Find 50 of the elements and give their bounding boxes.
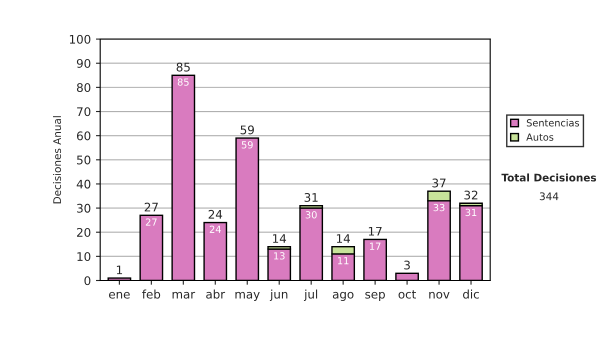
data-label: 59 <box>242 141 253 148</box>
x-tick-label: nov <box>429 292 450 299</box>
data-label: 33 <box>434 204 444 212</box>
y-tick-label: 40 <box>76 180 90 189</box>
y-tick-label: 70 <box>77 107 90 116</box>
x-tick-label: may <box>235 292 260 301</box>
data-label: 27 <box>146 218 157 226</box>
y-tick-label: 80 <box>76 83 90 92</box>
x-tick-label: jun <box>270 290 288 301</box>
data-label: 31 <box>466 208 476 216</box>
data-label: 11 <box>338 257 348 264</box>
y-tick-label: 50 <box>77 156 90 164</box>
y-tick-label: 100 <box>70 34 90 44</box>
y-tick-label: 60 <box>76 131 90 140</box>
text: Total Decisiones <box>501 173 596 182</box>
y-tick-label: 20 <box>77 228 90 237</box>
total-label: 14 <box>273 234 286 243</box>
data-label: 30 <box>306 211 317 218</box>
total-label: 24 <box>208 210 222 219</box>
text: 344 <box>540 192 558 200</box>
y-axis-title: Decisiones Anual <box>53 116 62 204</box>
x-tick-label: oct <box>398 290 416 299</box>
total-label: 3 <box>404 260 410 270</box>
legend-label: Sentencias <box>526 118 580 127</box>
y-tick-label: 30 <box>77 204 90 213</box>
total-label: 32 <box>464 190 478 200</box>
x-tick-label: dic <box>463 290 479 299</box>
legend-label: Autos <box>526 134 554 141</box>
x-tick-label: ago <box>332 292 354 301</box>
total-label: 17 <box>368 226 382 236</box>
x-tick-label: ene <box>109 292 130 299</box>
data-label: 13 <box>274 252 285 260</box>
y-tick-label: 0 <box>84 276 90 286</box>
y-tick-label: 10 <box>77 252 90 262</box>
total-label: 27 <box>144 202 158 212</box>
x-tick-label: mar <box>172 292 196 299</box>
x-tick-label: jul <box>304 290 318 301</box>
total-label: 37 <box>432 178 446 188</box>
total-label: 1 <box>116 266 122 274</box>
total-label: 59 <box>240 125 254 134</box>
x-tick-label: sep <box>365 292 385 301</box>
data-label: 85 <box>178 78 189 86</box>
data-label: 24 <box>210 226 221 233</box>
total-label: 31 <box>304 193 318 202</box>
total-label: 14 <box>336 234 350 243</box>
y-tick-label: 90 <box>76 58 90 68</box>
x-tick-label: feb <box>142 290 160 299</box>
data-label: 17 <box>370 242 380 250</box>
x-tick-label: abr <box>206 290 226 299</box>
total-label: 85 <box>176 62 190 72</box>
